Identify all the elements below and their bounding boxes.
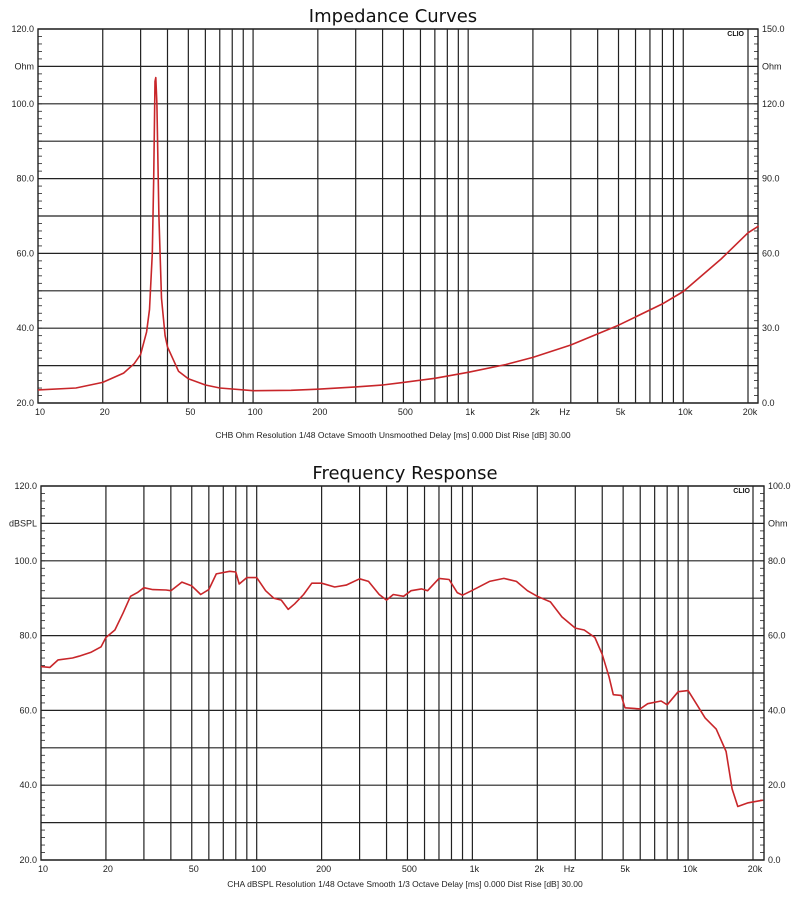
x-tick-label: 10 (35, 407, 45, 417)
y2-unit-label: Ohm (768, 518, 788, 528)
y-tick-label: 80.0 (19, 631, 37, 641)
x-tick-label: 500 (398, 407, 413, 417)
x-tick-label: 20k (743, 407, 758, 417)
y2-tick-label: 120.0 (762, 99, 785, 109)
x-tick-label: 10k (678, 407, 693, 417)
x-tick-label: 2k (530, 407, 540, 417)
x-tick-label: 1k (470, 864, 480, 874)
x-tick-label: 1k (465, 407, 475, 417)
series-line (40, 570, 763, 808)
y2-unit-label: Ohm (762, 61, 782, 71)
plot-frame (40, 485, 765, 861)
x-tick-label: 10k (683, 864, 698, 874)
y-tick-label: 20.0 (16, 398, 34, 408)
y-tick-label: 80.0 (16, 174, 34, 184)
y-tick-label: 40.0 (19, 780, 37, 790)
y-tick-label: 120.0 (11, 24, 34, 34)
x-tick-label: 5k (616, 407, 626, 417)
y-tick-label: 60.0 (16, 248, 34, 258)
x-tick-label: 50 (185, 407, 195, 417)
y2-tick-label: 90.0 (762, 174, 780, 184)
y-tick-label: 40.0 (16, 323, 34, 333)
y2-tick-label: 40.0 (768, 705, 786, 715)
x-unit-label: Hz (559, 407, 570, 417)
clio-logo: CLIO (727, 31, 744, 38)
y2-tick-label: 20.0 (768, 780, 786, 790)
x-unit-label: Hz (564, 864, 575, 874)
y2-tick-label: 80.0 (768, 556, 786, 566)
chart-footer: CHB Ohm Resolution 1/48 Octave Smooth Un… (215, 430, 571, 440)
x-tick-label: 500 (402, 864, 417, 874)
clio-logo: CLIO (733, 488, 750, 495)
x-tick-label: 5k (620, 864, 630, 874)
series-line (37, 76, 760, 392)
y2-tick-label: 100.0 (768, 481, 791, 491)
y-tick-label: 100.0 (14, 556, 37, 566)
y-tick-label: 60.0 (19, 705, 37, 715)
y-tick-label: 20.0 (19, 855, 37, 865)
impedance-chart: Impedance Curves CHB Ohm Resolution 1/48… (11, 6, 784, 440)
x-tick-label: 100 (251, 864, 266, 874)
chart-title: Impedance Curves (309, 6, 477, 27)
x-tick-label: 10 (38, 864, 48, 874)
y2-tick-label: 60.0 (768, 631, 786, 641)
chart-title: Frequency Response (312, 463, 497, 484)
y-unit-label: Ohm (14, 61, 34, 71)
y2-tick-label: 30.0 (762, 323, 780, 333)
y2-tick-label: 0.0 (768, 855, 781, 865)
frequency-response-chart: Frequency Response CHA dBSPL Resolution … (9, 463, 791, 889)
y2-tick-label: 60.0 (762, 248, 780, 258)
x-tick-label: 20 (100, 407, 110, 417)
y2-tick-label: 0.0 (762, 398, 775, 408)
x-tick-label: 50 (189, 864, 199, 874)
y-tick-label: 100.0 (11, 99, 34, 109)
x-tick-label: 200 (312, 407, 327, 417)
y2-tick-label: 150.0 (762, 24, 785, 34)
x-tick-label: 100 (248, 407, 263, 417)
x-tick-label: 20 (103, 864, 113, 874)
y-tick-label: 120.0 (14, 481, 37, 491)
x-tick-label: 2k (535, 864, 545, 874)
y-unit-label: dBSPL (9, 518, 37, 528)
x-tick-label: 200 (316, 864, 331, 874)
plot-frame (37, 28, 759, 404)
x-tick-label: 20k (748, 864, 763, 874)
chart-footer: CHA dBSPL Resolution 1/48 Octave Smooth … (227, 879, 583, 889)
